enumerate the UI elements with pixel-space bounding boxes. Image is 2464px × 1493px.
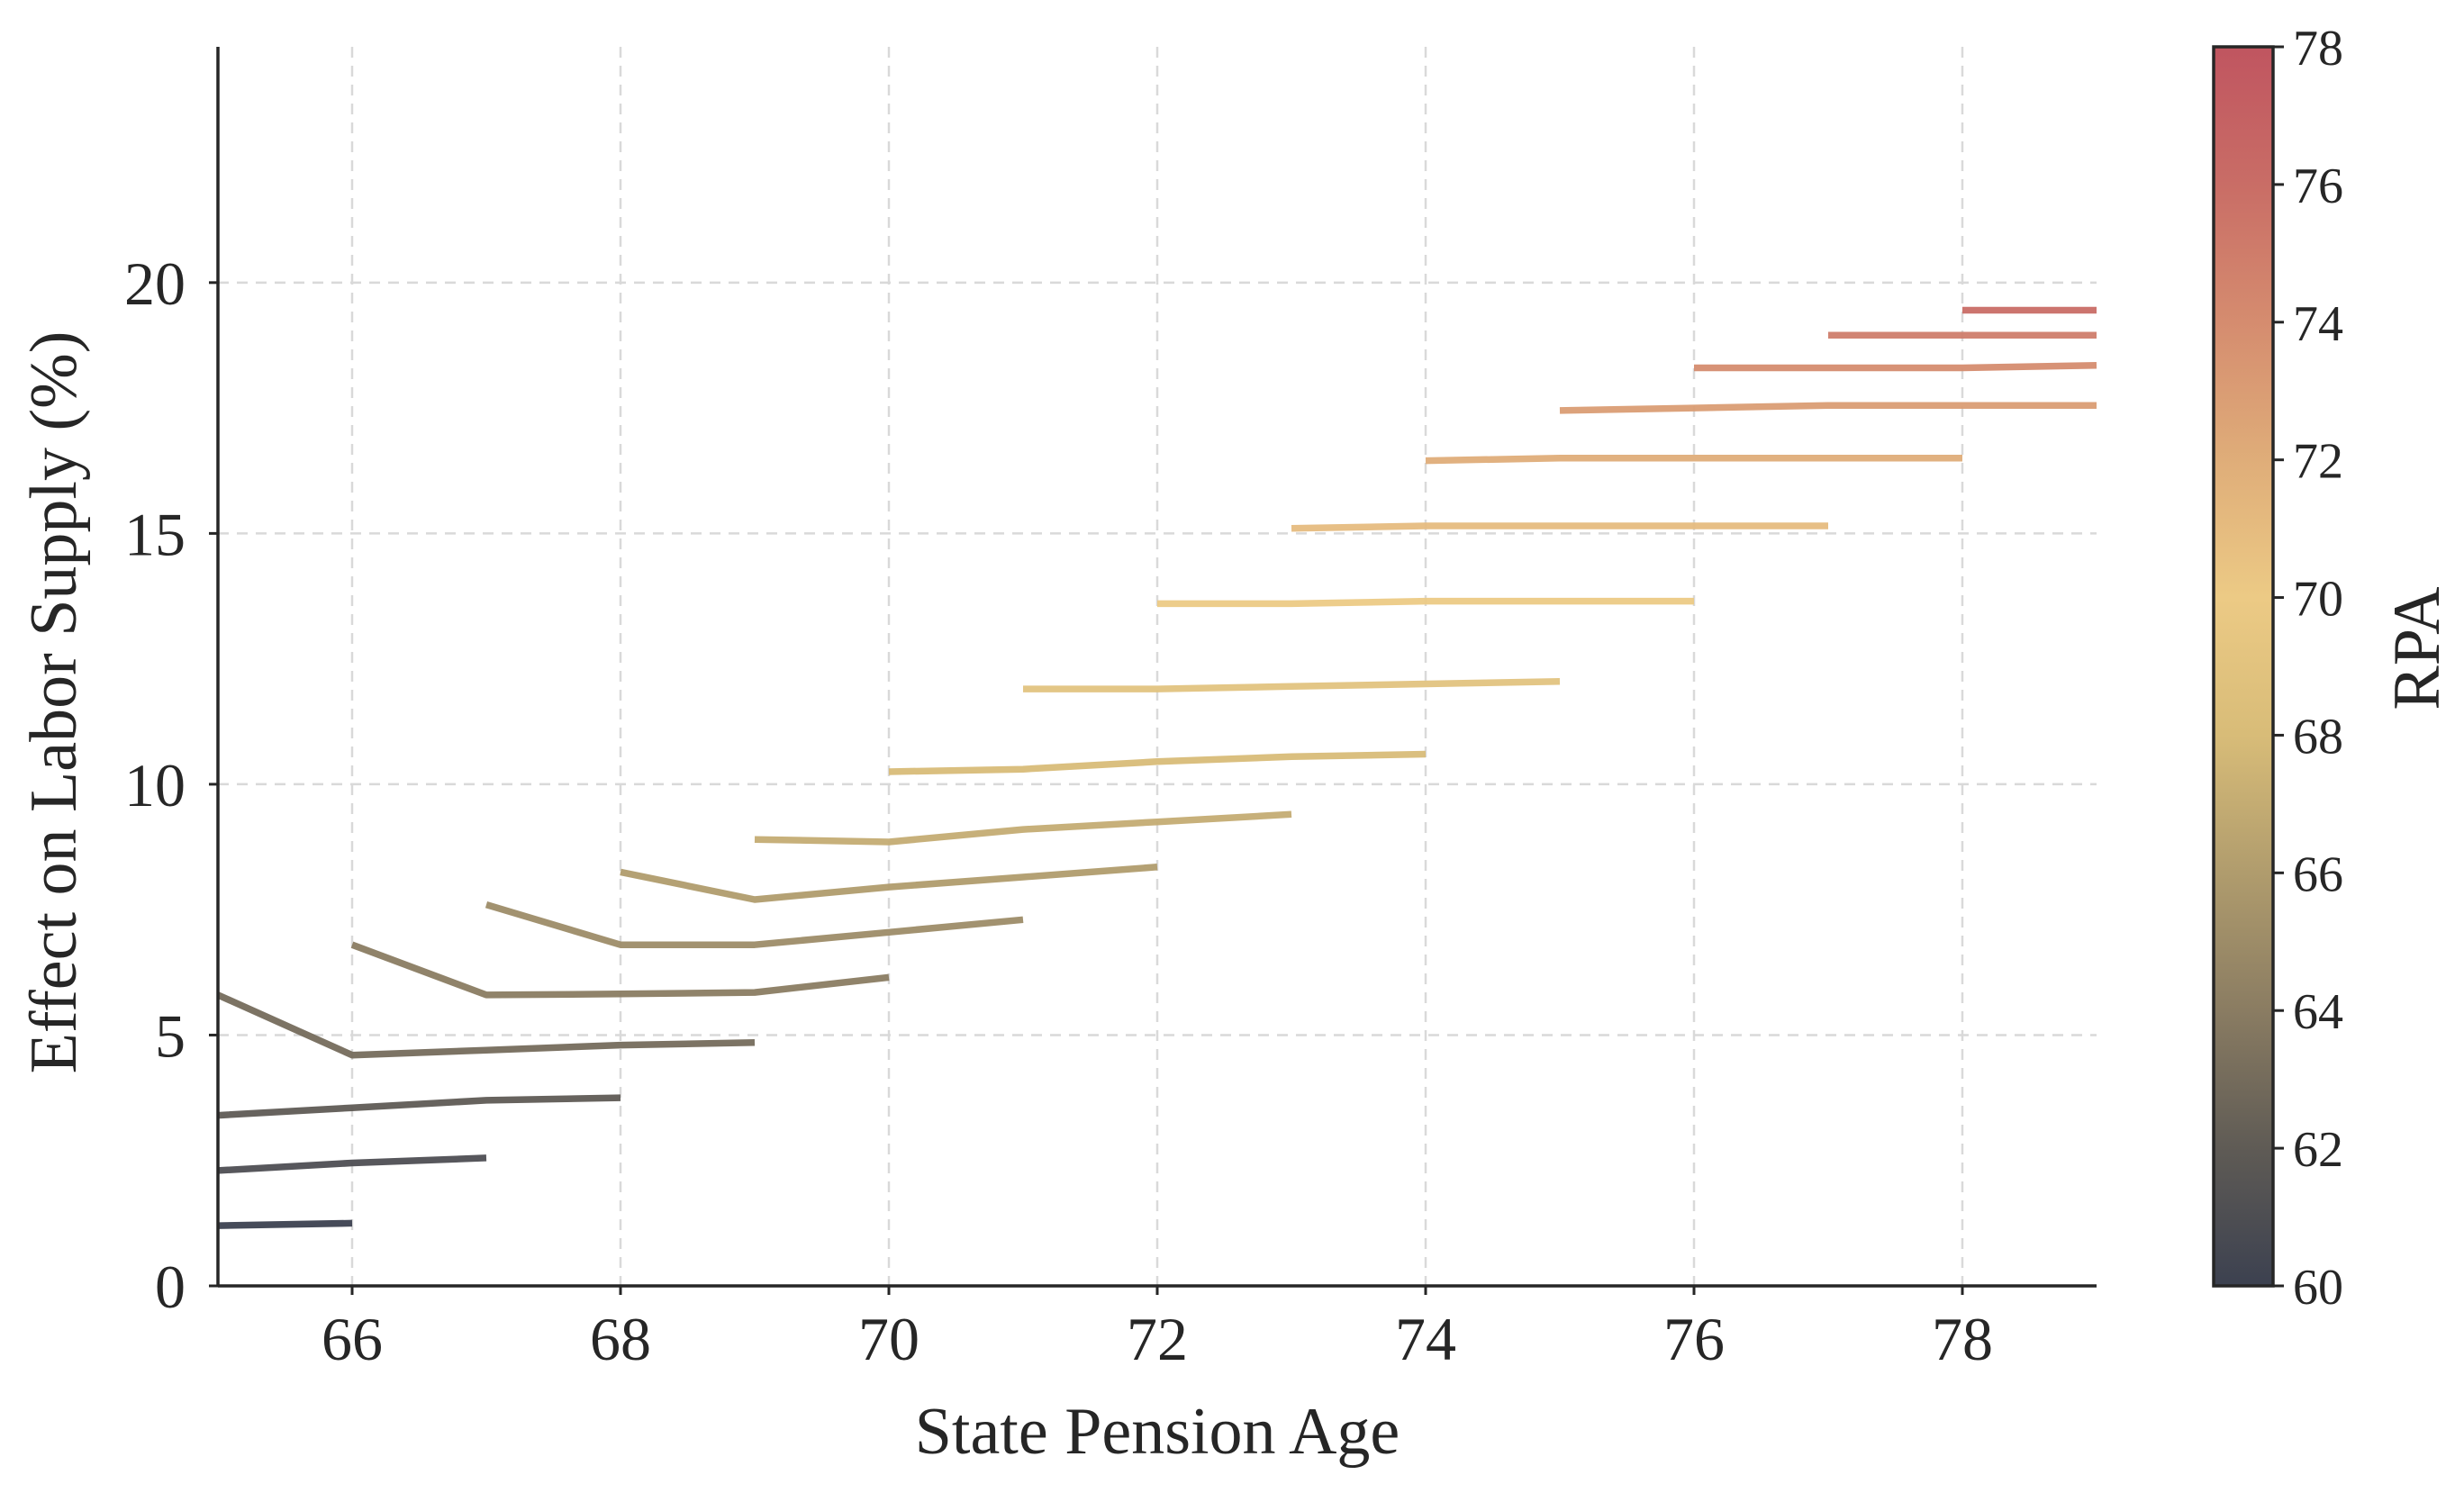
series-line-rpa-64 (350, 941, 890, 999)
x-tick-label: 78 (1932, 1305, 1993, 1373)
series-line-rpa-69 (1023, 677, 1561, 692)
series-line-rpa-67 (754, 810, 1292, 846)
x-tick-label: 74 (1395, 1305, 1456, 1373)
colorbar-tick-label: 66 (2293, 846, 2343, 902)
axes: 66 68 70 72 74 76 78 0 5 10 15 20 (124, 47, 2097, 1373)
series-lines (216, 306, 2097, 1229)
series-line-rpa-70 (1157, 597, 1694, 608)
series-line-rpa-61 (217, 1154, 487, 1174)
x-tick-label: 76 (1663, 1305, 1725, 1373)
colorbar-tick-label: 76 (2293, 158, 2343, 214)
x-tick-label: 66 (322, 1305, 383, 1373)
colorbar-tick-label: 72 (2293, 434, 2343, 490)
gridlines (218, 47, 2097, 1286)
colorbar-tick-label: 60 (2293, 1260, 2343, 1316)
y-tick-label: 15 (124, 500, 186, 568)
colorbar-gradient (2212, 45, 2275, 1288)
y-tick-label: 20 (124, 249, 186, 318)
series-line-rpa-62 (217, 1094, 621, 1119)
y-axis-title: Effect on Labor Supply (%) (17, 331, 91, 1074)
series-line-rpa-68 (888, 750, 1427, 775)
series-line-rpa-66 (620, 864, 1158, 903)
series-line-rpa-65 (485, 901, 1024, 948)
colorbar-tick-label: 78 (2293, 21, 2343, 77)
colorbar-tick-label: 68 (2293, 709, 2343, 765)
colorbar-tick-label: 70 (2293, 572, 2343, 628)
colorbar-title: RPA (2380, 586, 2454, 710)
series-line-rpa-72 (1425, 455, 1962, 465)
x-tick-label: 70 (858, 1305, 919, 1373)
series-line-rpa-74 (1694, 361, 2097, 372)
x-tick-label: 68 (590, 1305, 651, 1373)
x-axis-title: State Pension Age (915, 1395, 1400, 1469)
x-tick-label: 72 (1127, 1305, 1188, 1373)
colorbar-tick-label: 62 (2293, 1122, 2343, 1178)
series-line-rpa-73 (1559, 402, 2097, 414)
series-line-rpa-63 (216, 991, 756, 1059)
y-tick-label: 5 (155, 1001, 186, 1070)
colorbar-tick-label: 64 (2293, 984, 2343, 1040)
colorbar-tick-label: 74 (2293, 296, 2343, 352)
series-line-rpa-71 (1291, 522, 1828, 532)
y-tick-label: 10 (124, 751, 186, 819)
colorbar: 60 62 64 66 68 70 72 74 76 78 (2212, 21, 2343, 1316)
series-line-rpa-60 (217, 1219, 353, 1229)
y-tick-label: 0 (155, 1253, 186, 1321)
